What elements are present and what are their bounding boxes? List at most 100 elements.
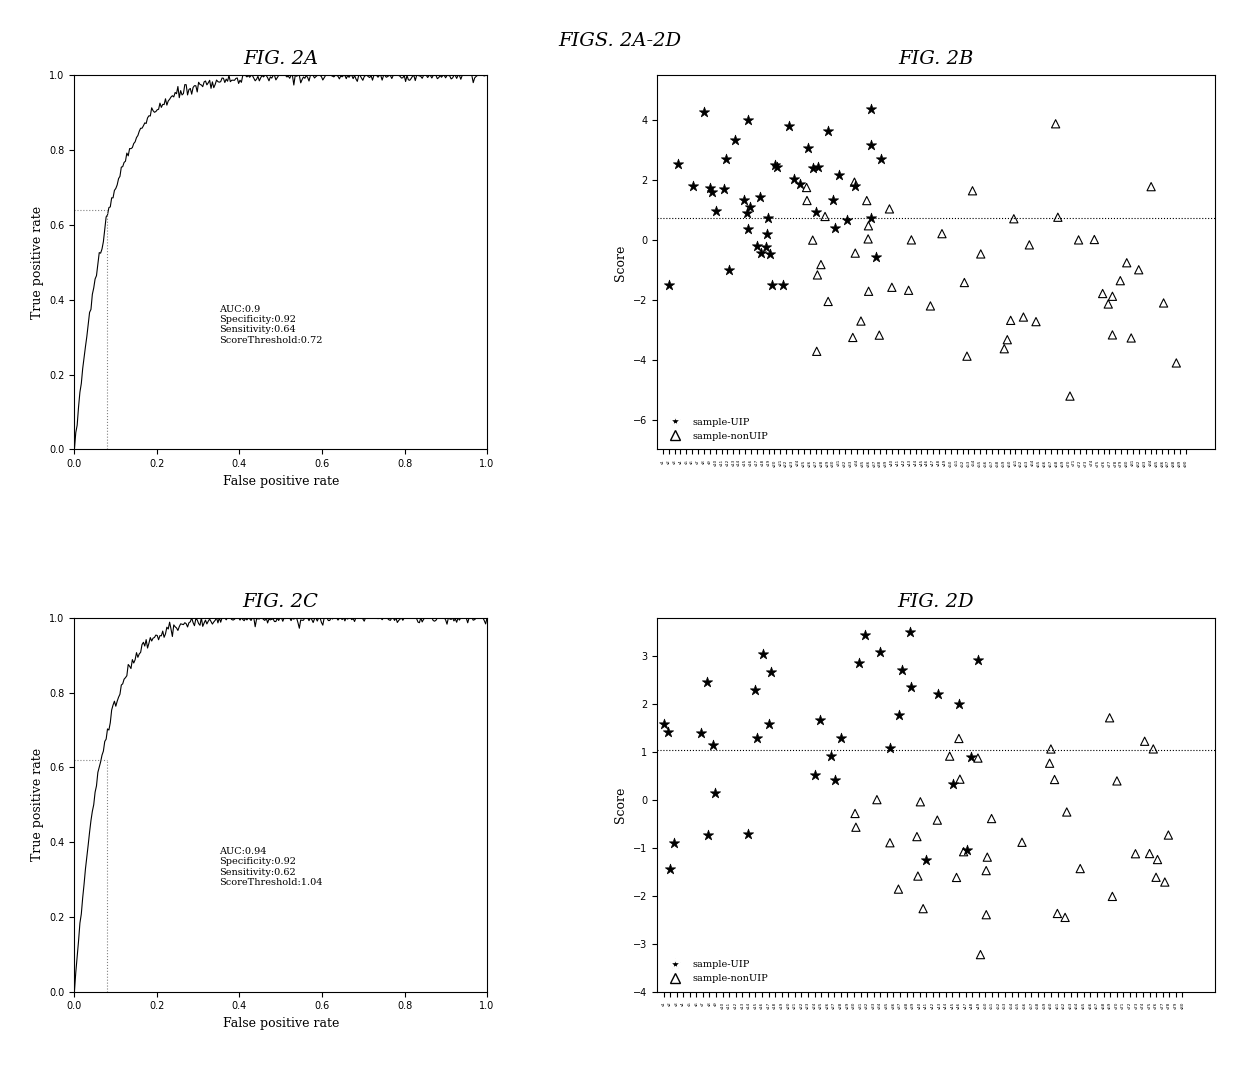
Y-axis label: True positive rate: True positive rate [31, 206, 43, 319]
Point [831, 730, 851, 747]
Point [799, 140, 818, 157]
Point [797, 192, 817, 209]
Point [843, 329, 863, 346]
Point [1048, 904, 1068, 922]
Point [655, 715, 675, 732]
Point [807, 343, 827, 360]
Point [714, 180, 734, 197]
Point [706, 784, 725, 801]
Title: FIG. 2C: FIG. 2C [243, 593, 319, 610]
Point [846, 245, 866, 262]
Y-axis label: True positive rate: True positive rate [31, 748, 43, 861]
Point [740, 198, 760, 216]
Point [858, 282, 878, 300]
Point [826, 771, 846, 788]
Point [717, 150, 737, 167]
Point [867, 249, 887, 266]
Point [1126, 845, 1146, 862]
Point [719, 261, 739, 278]
Point [1099, 295, 1118, 313]
Point [658, 723, 678, 741]
Point [889, 706, 909, 723]
Point [1147, 851, 1167, 868]
Point [977, 848, 997, 866]
X-axis label: False positive rate: False positive rate [222, 474, 339, 487]
Point [916, 852, 936, 869]
X-axis label: False positive rate: False positive rate [222, 1017, 339, 1031]
Point [846, 805, 866, 823]
Point [791, 175, 811, 192]
Point [1167, 355, 1187, 372]
Point [899, 281, 919, 299]
Point [1100, 709, 1120, 727]
Point [906, 828, 926, 845]
Point [954, 843, 973, 860]
Point [748, 237, 768, 254]
Point [968, 749, 988, 766]
Point [802, 232, 822, 249]
Point [746, 729, 766, 746]
Point [908, 868, 928, 885]
Point [880, 834, 900, 852]
Point [854, 626, 874, 644]
Point [1039, 755, 1059, 772]
Point [1143, 741, 1163, 758]
Point [763, 276, 782, 293]
Point [1110, 272, 1130, 289]
Point [805, 766, 825, 784]
Point [982, 810, 1002, 827]
Point [1141, 178, 1161, 195]
Point [823, 192, 843, 209]
Point [745, 681, 765, 699]
Point [955, 274, 975, 291]
Point [844, 174, 864, 191]
Point [738, 221, 758, 238]
Point [1055, 909, 1075, 926]
Point [808, 158, 828, 176]
Point [870, 151, 890, 168]
Point [994, 340, 1014, 357]
Point [946, 869, 966, 886]
Point [950, 771, 970, 788]
Point [971, 246, 991, 263]
Point [901, 232, 921, 249]
Point [976, 907, 996, 924]
Point [698, 827, 718, 844]
Point [879, 201, 899, 218]
Point [821, 748, 841, 765]
Point [1013, 308, 1033, 326]
Point [779, 118, 799, 135]
Point [968, 652, 988, 669]
Point [879, 740, 899, 757]
Point [759, 716, 779, 733]
Point [738, 825, 758, 842]
Point [1153, 294, 1173, 312]
Point [683, 177, 703, 194]
Point [913, 900, 932, 917]
Point [765, 156, 785, 174]
Point [837, 211, 857, 229]
Point [962, 182, 982, 199]
Point [756, 238, 776, 255]
Point [857, 192, 877, 209]
Point [1121, 330, 1141, 347]
Point [869, 644, 889, 661]
Point [830, 166, 849, 183]
Title: FIG. 2A: FIG. 2A [243, 51, 319, 68]
Point [997, 331, 1017, 348]
Point [1045, 115, 1065, 133]
Point [699, 179, 719, 196]
Legend: sample-UIP, sample-nonUIP: sample-UIP, sample-nonUIP [662, 414, 773, 444]
Point [815, 208, 835, 225]
Point [971, 946, 991, 964]
Legend: sample-UIP, sample-nonUIP: sample-UIP, sample-nonUIP [662, 956, 773, 986]
Point [1146, 869, 1166, 886]
Y-axis label: Score: Score [614, 245, 627, 280]
Point [1140, 845, 1159, 862]
Point [1128, 261, 1148, 278]
Point [1048, 209, 1068, 226]
Point [861, 137, 880, 154]
Point [665, 834, 684, 852]
Point [932, 225, 952, 243]
Point [784, 170, 804, 188]
